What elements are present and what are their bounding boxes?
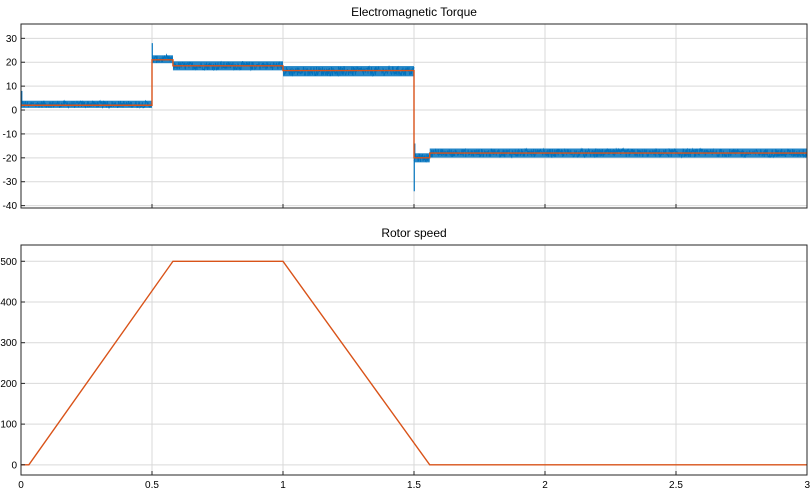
torque-y-tick-label: -20	[3, 153, 18, 164]
torque-series-group	[21, 43, 807, 192]
torque-y-tick-label: -30	[3, 177, 18, 188]
torque-noisy-segment	[21, 99, 153, 109]
speed-y-tick-label: 0	[11, 460, 17, 471]
speed-x-tick-label: 2	[542, 480, 548, 491]
speed-plot-area	[21, 260, 807, 466]
speed-x-tick-label: 1.5	[407, 480, 421, 491]
speed-x-tick-label: 3	[804, 480, 810, 491]
speed-x-tick-label: 2.5	[669, 480, 683, 491]
torque-y-tick-label: 0	[11, 106, 17, 117]
speed-y-tick-label: 200	[0, 379, 17, 390]
speed-y-tick-label: 400	[0, 297, 17, 308]
torque-y-ticks: 30 20 10 0 -10 -20 -30 -40	[3, 34, 25, 212]
speed-y-tick-label: 100	[0, 420, 17, 431]
torque-y-tick-label: 30	[6, 34, 18, 45]
speed-x-ticks: 0 0.5 1 1.5 2 2.5 3	[18, 471, 810, 491]
torque-y-tick-label: -40	[3, 201, 18, 212]
speed-grid	[20, 245, 808, 475]
speed-line-series	[21, 260, 807, 466]
torque-plot-area	[21, 43, 807, 192]
torque-line-series	[21, 59, 807, 159]
torque-chart: 30 20 10 0 -10 -20 -30 -40 Electromagnetic Torq…	[3, 5, 808, 212]
speed-x-tick-label: 0	[18, 480, 24, 491]
speed-y-tick-label: 300	[0, 338, 17, 349]
speed-y-tick-label: 500	[0, 257, 17, 268]
speed-x-tick-label: 1	[280, 480, 286, 491]
torque-y-tick-label: 10	[6, 82, 18, 93]
speed-series-group	[21, 260, 807, 466]
speed-chart: 500 400 300 200 100 0 0 0.5 1 1.5 2 2.5 3 Rotor spe…	[0, 226, 810, 491]
speed-y-ticks: 500 400 300 200 100 0	[0, 257, 25, 471]
torque-y-tick-label: 20	[6, 58, 18, 69]
torque-x-ticks	[151, 204, 808, 208]
speed-x-tick-label: 0.5	[145, 480, 159, 491]
speed-chart-title: Rotor speed	[381, 226, 446, 240]
torque-chart-title: Electromagnetic Torque	[351, 5, 477, 19]
torque-y-tick-label: -10	[3, 129, 18, 140]
